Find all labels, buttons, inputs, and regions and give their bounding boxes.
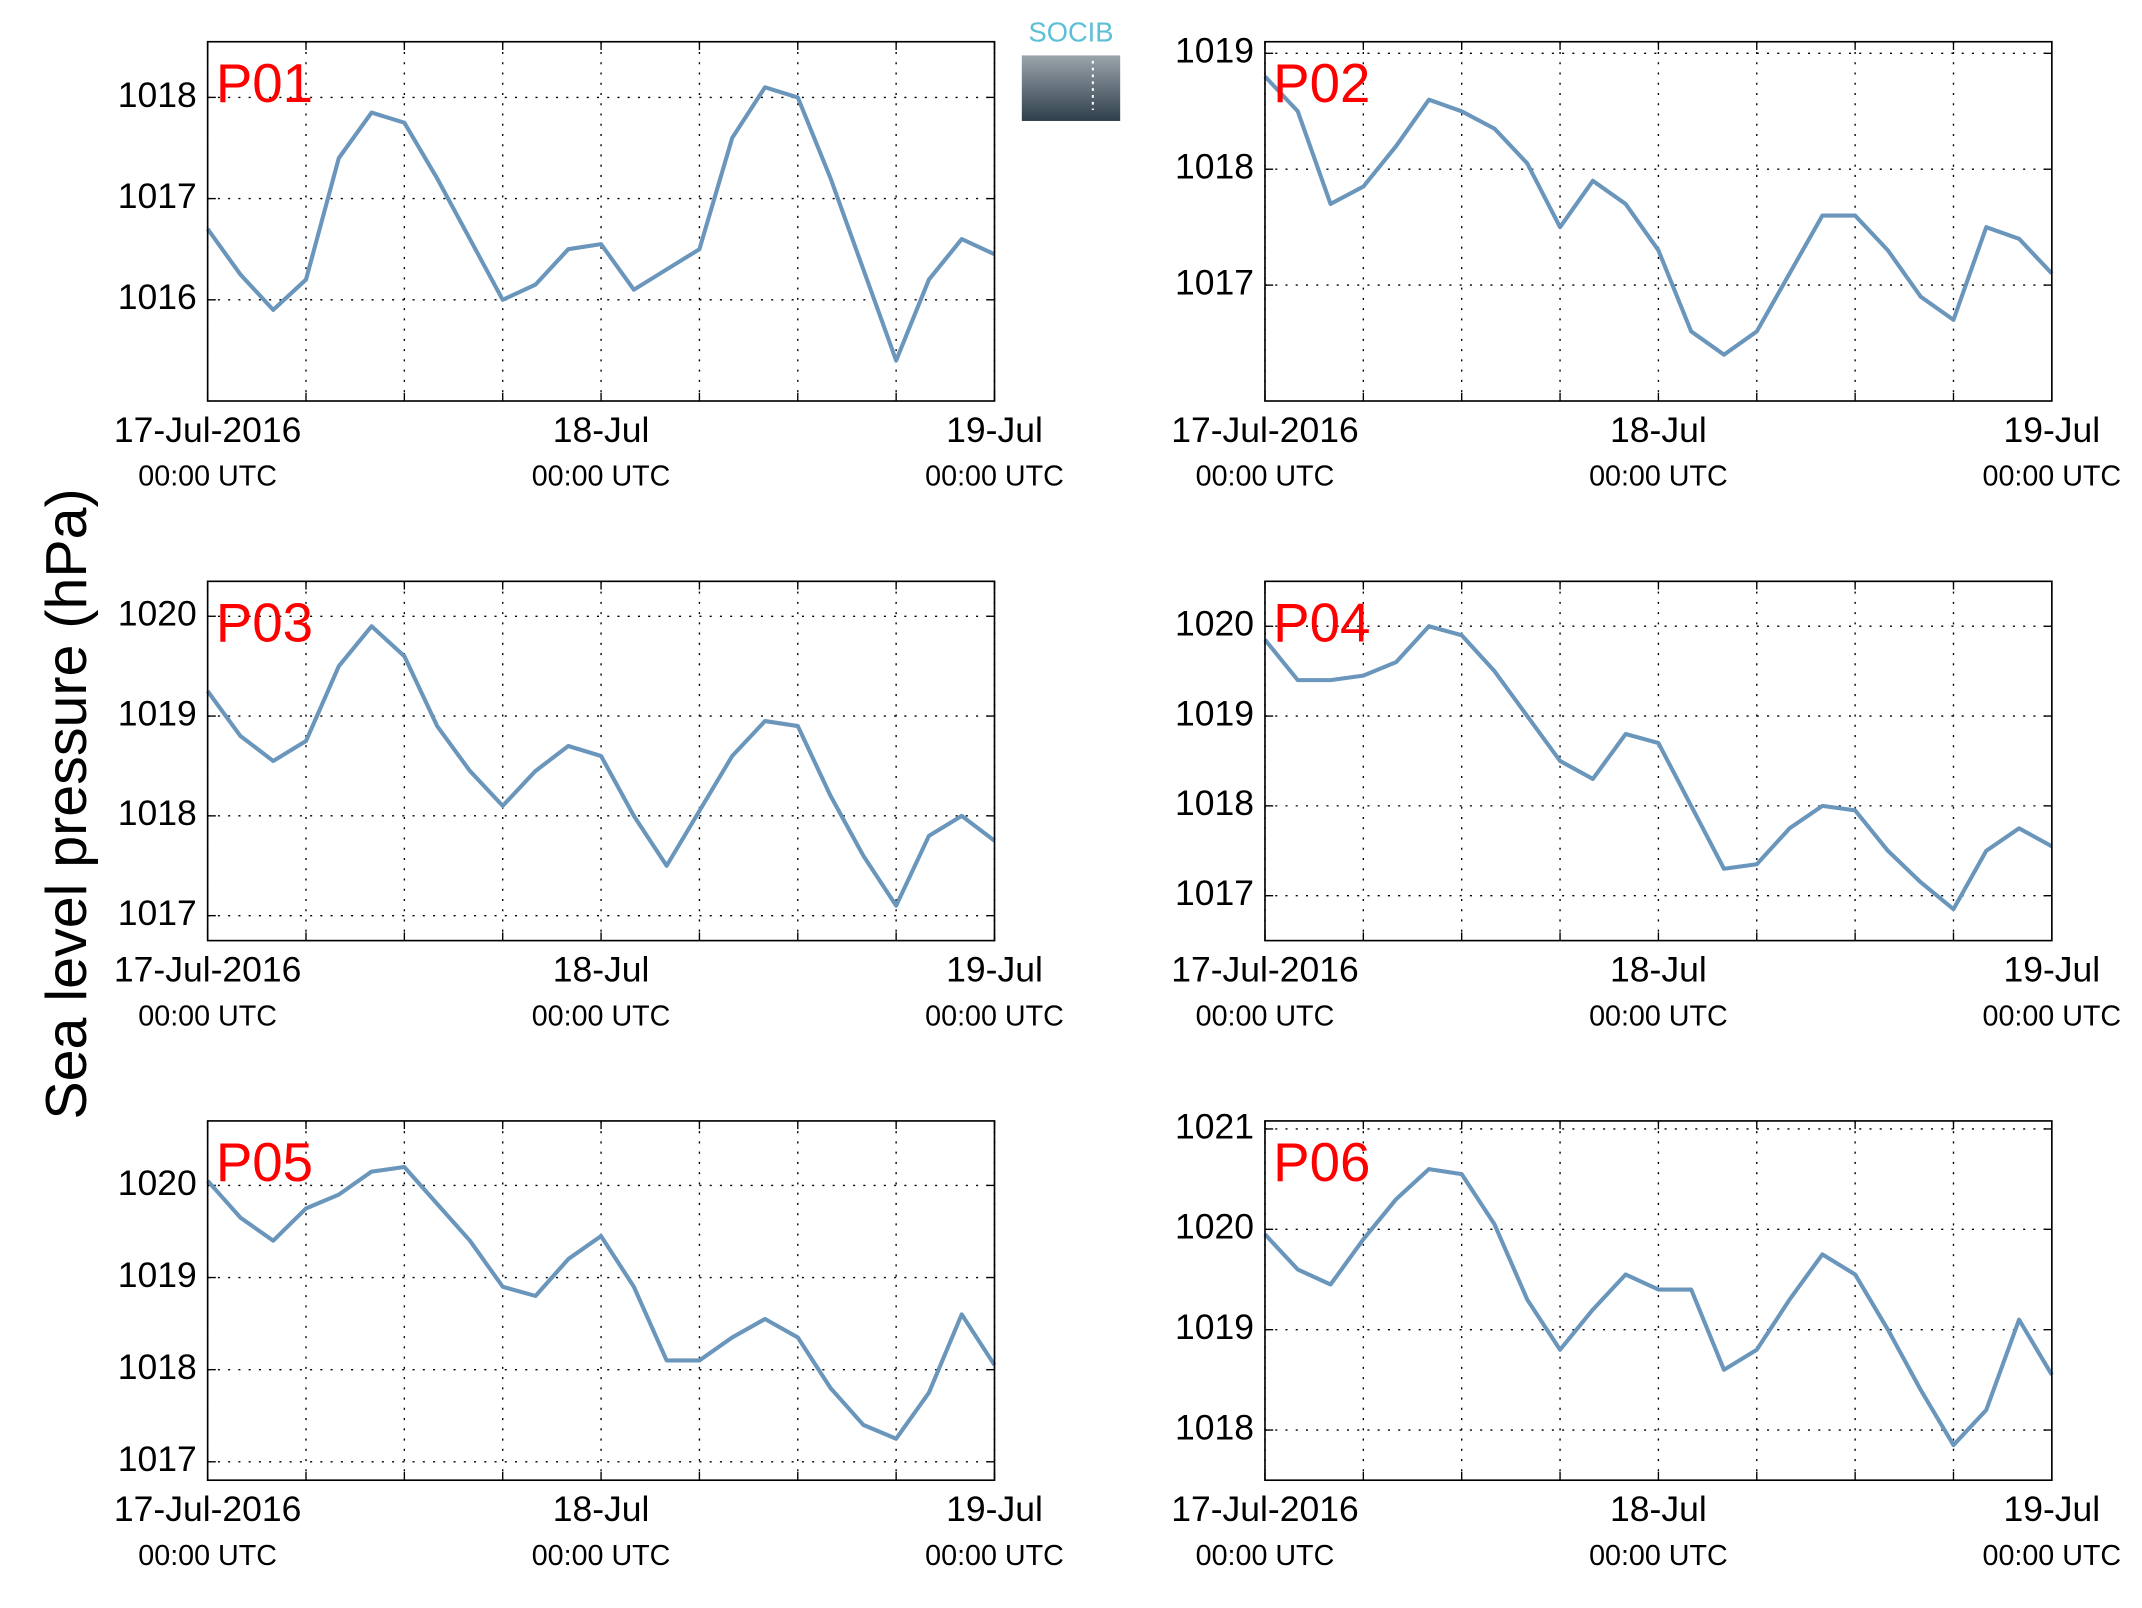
x-tick-label: 19-Jul	[946, 410, 1043, 450]
x-tick-sublabel: 00:00 UTC	[138, 1540, 277, 1572]
y-tick-label: 1020	[118, 594, 197, 634]
x-tick-sublabel: 00:00 UTC	[925, 461, 1064, 493]
data-line	[205, 85, 996, 363]
y-tick-label: 1017	[118, 893, 197, 933]
x-tick-sublabel: 00:00 UTC	[1983, 461, 2122, 493]
x-tick-label: 17-Jul-2016	[114, 950, 301, 990]
y-tick-label: 1018	[118, 1347, 197, 1387]
y-tick-label: 1018	[1175, 1407, 1254, 1447]
panel-title: P01	[216, 53, 313, 114]
x-tick-label: 19-Jul	[2003, 410, 2100, 450]
x-tick-label: 17-Jul-2016	[114, 410, 301, 450]
x-tick-label: 17-Jul-2016	[114, 1489, 301, 1529]
data-line	[1263, 1167, 2054, 1448]
x-tick-sublabel: 00:00 UTC	[532, 1540, 671, 1572]
panel-title: P05	[216, 1132, 313, 1193]
x-tick-label: 19-Jul	[2003, 1489, 2100, 1529]
plot-frame	[206, 580, 996, 942]
logo: SOCIB	[1021, 17, 1121, 121]
plot-frame	[1264, 40, 2053, 402]
x-tick-label: 18-Jul	[1610, 950, 1707, 990]
y-tick-label: 1016	[118, 277, 197, 317]
x-tick-label: 18-Jul	[553, 410, 650, 450]
y-tick-label: 1019	[1175, 1307, 1254, 1347]
x-tick-sublabel: 00:00 UTC	[1983, 1000, 2122, 1032]
x-tick-sublabel: 00:00 UTC	[1589, 461, 1728, 493]
x-tick-label: 17-Jul-2016	[1171, 410, 1358, 450]
plot-frame	[206, 40, 996, 402]
plot-frame	[1264, 1120, 2053, 1482]
x-tick-sublabel: 00:00 UTC	[532, 1000, 671, 1032]
panel-title: P06	[1273, 1132, 1370, 1193]
y-tick-label: 1020	[1175, 1207, 1254, 1247]
plot-background	[1264, 1120, 2052, 1481]
x-tick-sublabel: 00:00 UTC	[1196, 1000, 1335, 1032]
data-line	[1263, 624, 2053, 912]
y-tick-label: 1019	[118, 693, 197, 733]
plot-background	[207, 581, 995, 941]
y-tick-label: 1018	[1175, 147, 1254, 187]
y-axis-label: Sea level pressure (hPa)	[35, 488, 99, 1119]
x-tick-label: 18-Jul	[1610, 410, 1707, 450]
y-tick-label: 1017	[1175, 262, 1254, 302]
y-tick-label: 1018	[118, 793, 197, 833]
x-tick-sublabel: 00:00 UTC	[925, 1000, 1064, 1032]
y-tick-label: 1018	[1175, 783, 1254, 823]
x-tick-label: 17-Jul-2016	[1171, 1489, 1358, 1529]
y-tick-label: 1018	[118, 75, 197, 115]
y-tick-label: 1019	[118, 1255, 197, 1295]
x-tick-sublabel: 00:00 UTC	[138, 461, 277, 493]
x-tick-label: 17-Jul-2016	[1171, 950, 1358, 990]
x-tick-sublabel: 00:00 UTC	[1983, 1540, 2122, 1572]
plot-background	[1264, 41, 2052, 402]
plot-background	[207, 1120, 995, 1481]
x-tick-sublabel: 00:00 UTC	[1589, 1000, 1728, 1032]
x-tick-label: 18-Jul	[553, 1489, 650, 1529]
x-tick-label: 19-Jul	[2003, 950, 2100, 990]
y-tick-label: 1017	[118, 1439, 197, 1479]
plot-background	[1264, 581, 2052, 941]
y-tick-label: 1019	[1175, 693, 1254, 733]
plot-frame	[206, 1120, 996, 1482]
y-tick-label: 1021	[1175, 1106, 1254, 1146]
data-line	[205, 624, 996, 908]
panel-title: P04	[1273, 592, 1370, 653]
logo-graphic	[1021, 55, 1121, 121]
y-tick-label: 1020	[118, 1163, 197, 1203]
x-tick-sublabel: 00:00 UTC	[925, 1540, 1064, 1572]
x-tick-sublabel: 00:00 UTC	[1196, 461, 1335, 493]
data-line	[1263, 75, 2054, 357]
panel-title: P03	[216, 592, 313, 653]
x-tick-sublabel: 00:00 UTC	[138, 1000, 277, 1032]
x-tick-label: 19-Jul	[946, 950, 1043, 990]
panel-title: P02	[1273, 53, 1370, 114]
x-tick-label: 19-Jul	[946, 1489, 1043, 1529]
y-tick-label: 1017	[1175, 873, 1254, 913]
y-tick-label: 1020	[1175, 604, 1254, 644]
x-tick-label: 18-Jul	[1610, 1489, 1707, 1529]
y-tick-label: 1019	[1175, 31, 1254, 71]
x-tick-sublabel: 00:00 UTC	[1589, 1540, 1728, 1572]
plot-frame	[1264, 580, 2053, 942]
x-tick-sublabel: 00:00 UTC	[1196, 1540, 1335, 1572]
plot-background	[207, 41, 995, 402]
logo-text: SOCIB	[1029, 17, 1114, 48]
data-line	[206, 1164, 997, 1441]
x-tick-label: 18-Jul	[553, 950, 650, 990]
x-tick-sublabel: 00:00 UTC	[532, 461, 671, 493]
y-tick-label: 1017	[118, 176, 197, 216]
